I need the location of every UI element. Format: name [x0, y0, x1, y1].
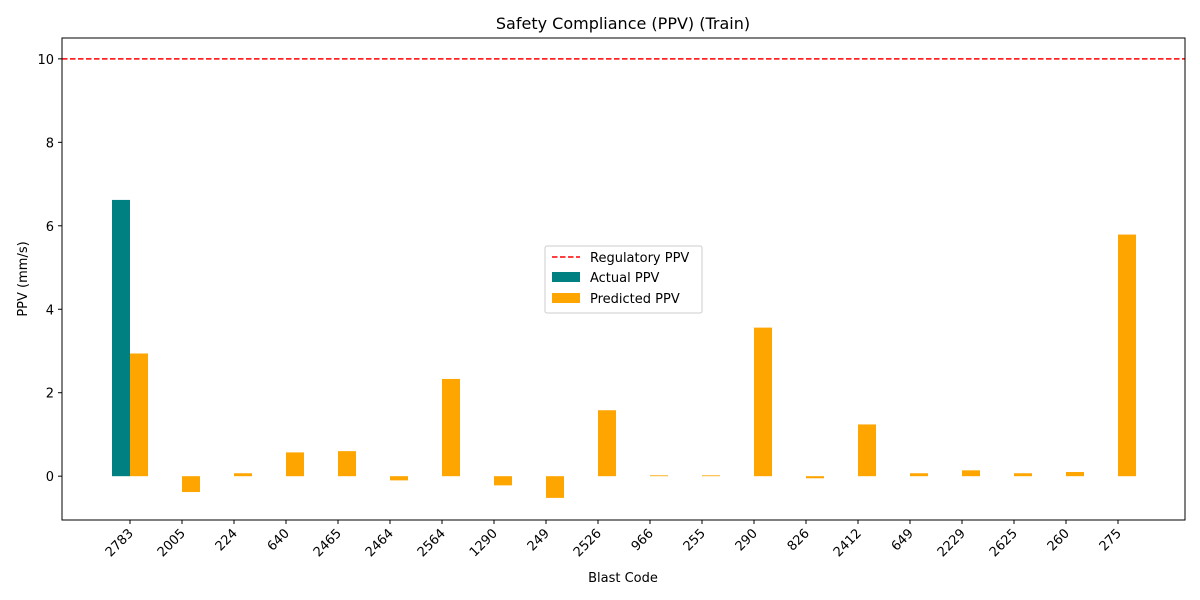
predicted-bar-290 — [754, 327, 772, 477]
predicted-bar-2625 — [1014, 473, 1032, 477]
x-tick-label: 255 — [681, 526, 709, 554]
predicted-bar-2564 — [442, 378, 460, 477]
y-tick-label: 0 — [46, 470, 54, 485]
legend-label-reference: Regulatory PPV — [590, 251, 689, 266]
y-tick-label: 6 — [46, 220, 54, 235]
legend-label-predicted: Predicted PPV — [590, 292, 680, 307]
x-tick-label: 1290 — [467, 526, 501, 560]
x-tick-label: 2412 — [831, 526, 865, 560]
actual-bar-2783 — [112, 199, 130, 477]
legend-label-actual: Actual PPV — [590, 271, 660, 286]
predicted-bar-2465 — [338, 451, 356, 477]
y-axis-label: PPV (mm/s) — [16, 241, 31, 316]
y-axis: 0 2 4 6 8 10 — [37, 53, 62, 485]
plot-frame — [61, 37, 1186, 521]
plot-area — [62, 58, 1185, 498]
legend-swatch-actual — [552, 272, 580, 282]
predicted-bar-275 — [1118, 234, 1136, 477]
x-tick-label: 640 — [265, 526, 293, 554]
x-tick-label: 2465 — [311, 526, 345, 560]
x-axis: 2783 2005 224 640 2465 2464 2564 1290 249 2526 966… — [103, 520, 1125, 560]
y-tick-label: 10 — [37, 53, 54, 68]
predicted-bar-2464 — [390, 476, 408, 481]
legend: Regulatory PPV Actual PPV Predicted PPV — [544, 245, 703, 314]
x-tick-label: 2464 — [363, 526, 397, 560]
legend-swatch-predicted — [552, 293, 580, 303]
x-tick-label: 826 — [785, 526, 813, 554]
legend-box — [544, 245, 703, 314]
x-tick-label: 2783 — [103, 526, 137, 560]
predicted-bar-826 — [806, 476, 824, 479]
x-tick-label: 2625 — [987, 526, 1021, 560]
chart-title: Safety Compliance (PPV) (Train) — [496, 14, 750, 33]
x-tick-label: 966 — [629, 526, 657, 554]
y-tick-label: 4 — [46, 303, 54, 318]
predicted-bar-224 — [234, 473, 252, 477]
x-tick-label: 2526 — [571, 526, 605, 560]
predicted-bar-1290 — [494, 476, 512, 486]
x-axis-label: Blast Code — [588, 571, 658, 586]
predicted-bar-640 — [286, 452, 304, 477]
predicted-bar-2412 — [858, 424, 876, 477]
x-tick-label: 290 — [733, 526, 761, 554]
predicted-bar-2783 — [130, 353, 148, 477]
predicted-bar-2005 — [182, 476, 200, 493]
x-tick-label: 249 — [525, 526, 553, 554]
x-tick-label: 2005 — [155, 526, 189, 560]
predicted-bar-260 — [1066, 472, 1084, 477]
predicted-bar-249 — [546, 476, 564, 498]
predicted-bar-649 — [910, 473, 928, 477]
x-tick-label: 224 — [213, 526, 241, 554]
x-tick-label: 260 — [1045, 526, 1073, 554]
y-tick-label: 2 — [46, 387, 54, 402]
x-tick-label: 2564 — [415, 526, 449, 560]
x-tick-label: 649 — [889, 526, 917, 554]
y-tick-label: 8 — [46, 136, 54, 151]
predicted-bar-966 — [650, 475, 668, 477]
predicted-bar-2526 — [598, 410, 616, 477]
x-tick-label: 275 — [1097, 526, 1125, 554]
predicted-bar-2229 — [962, 470, 980, 477]
x-tick-label: 2229 — [935, 526, 969, 560]
predicted-bar-255 — [702, 475, 720, 477]
